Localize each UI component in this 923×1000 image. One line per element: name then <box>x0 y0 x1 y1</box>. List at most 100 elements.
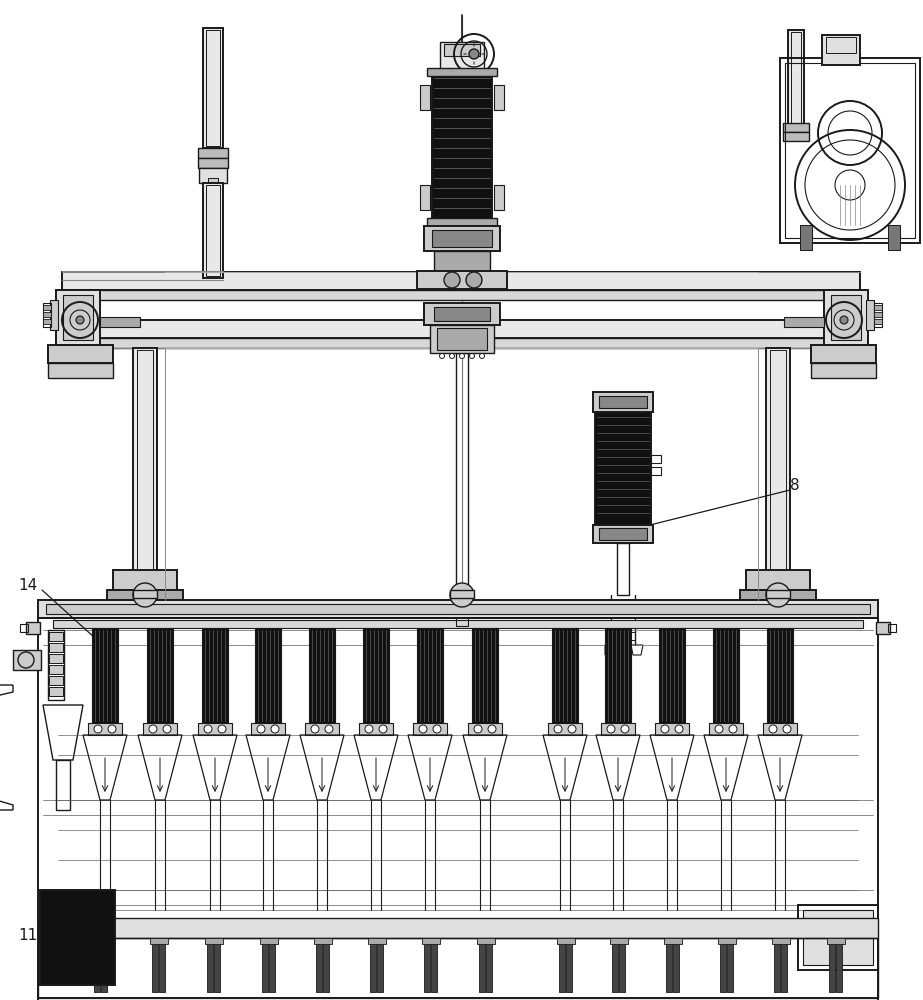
Bar <box>422 938 440 944</box>
Bar <box>780 58 920 243</box>
Bar <box>323 942 329 992</box>
Bar <box>486 942 492 992</box>
Bar <box>46 604 870 614</box>
Bar <box>432 70 492 220</box>
Bar <box>427 218 497 226</box>
Bar <box>450 590 474 598</box>
Bar <box>766 590 790 598</box>
Bar <box>56 760 70 810</box>
Bar <box>434 307 490 321</box>
Bar <box>260 938 278 944</box>
Bar <box>309 628 335 723</box>
Bar <box>888 624 896 632</box>
Circle shape <box>163 725 171 733</box>
Bar <box>424 303 500 325</box>
Circle shape <box>661 725 669 733</box>
Bar <box>147 628 173 723</box>
Bar <box>831 295 861 340</box>
Bar <box>424 942 430 992</box>
Bar <box>772 938 790 944</box>
Bar <box>822 35 860 65</box>
Bar <box>101 942 107 992</box>
Circle shape <box>840 316 848 324</box>
Bar <box>874 319 882 324</box>
Circle shape <box>766 583 790 607</box>
Bar <box>53 620 863 628</box>
Circle shape <box>474 725 482 733</box>
Bar <box>866 300 874 330</box>
Circle shape <box>94 725 102 733</box>
Circle shape <box>466 272 482 288</box>
Text: 8: 8 <box>790 478 799 493</box>
Bar <box>262 942 268 992</box>
Bar <box>359 723 393 735</box>
Bar <box>610 938 628 944</box>
Bar <box>494 85 504 110</box>
Bar <box>113 570 177 590</box>
Bar <box>100 317 140 327</box>
Bar <box>709 723 743 735</box>
Circle shape <box>469 49 479 59</box>
Circle shape <box>444 272 460 288</box>
Bar <box>370 942 376 992</box>
Bar <box>49 654 63 663</box>
Bar <box>214 942 220 992</box>
Bar <box>199 168 227 183</box>
Bar <box>43 305 51 310</box>
Circle shape <box>218 725 226 733</box>
Bar <box>437 328 487 350</box>
Circle shape <box>433 725 441 733</box>
Bar <box>559 942 565 992</box>
Bar <box>666 942 672 992</box>
Bar <box>444 44 480 56</box>
Bar <box>48 630 64 700</box>
Bar <box>203 28 223 148</box>
Bar <box>377 942 383 992</box>
Bar <box>269 942 275 992</box>
Bar <box>599 528 647 540</box>
Bar <box>48 345 113 363</box>
Bar <box>62 272 860 290</box>
Bar <box>595 410 651 525</box>
Bar <box>38 618 878 1000</box>
Bar <box>619 942 625 992</box>
Bar <box>888 225 900 250</box>
Bar <box>198 158 228 168</box>
Bar <box>659 628 685 723</box>
Bar <box>468 723 502 735</box>
Bar <box>566 942 572 992</box>
Bar <box>781 942 787 992</box>
Bar <box>107 590 183 600</box>
Bar <box>552 628 578 723</box>
Bar <box>198 723 232 735</box>
Bar <box>363 628 389 723</box>
Circle shape <box>783 725 791 733</box>
Bar <box>49 632 63 641</box>
Bar <box>827 938 845 944</box>
Bar <box>593 525 653 543</box>
Circle shape <box>439 354 445 359</box>
Bar <box>203 183 223 278</box>
Bar <box>38 600 878 618</box>
Bar <box>316 942 322 992</box>
Bar <box>826 37 856 53</box>
Bar <box>424 226 500 251</box>
Bar <box>13 650 41 670</box>
Bar <box>557 938 575 944</box>
Bar <box>836 942 842 992</box>
Bar <box>673 942 679 992</box>
Bar <box>159 942 165 992</box>
Bar <box>413 723 447 735</box>
Bar <box>494 185 504 210</box>
Bar <box>152 942 158 992</box>
Bar <box>202 628 228 723</box>
Bar <box>137 350 153 598</box>
Bar <box>198 148 228 158</box>
Bar <box>612 942 618 992</box>
Bar <box>783 132 809 141</box>
Bar <box>617 543 629 595</box>
Circle shape <box>76 316 84 324</box>
Bar <box>783 123 809 132</box>
Bar <box>133 348 157 600</box>
Circle shape <box>607 725 615 733</box>
